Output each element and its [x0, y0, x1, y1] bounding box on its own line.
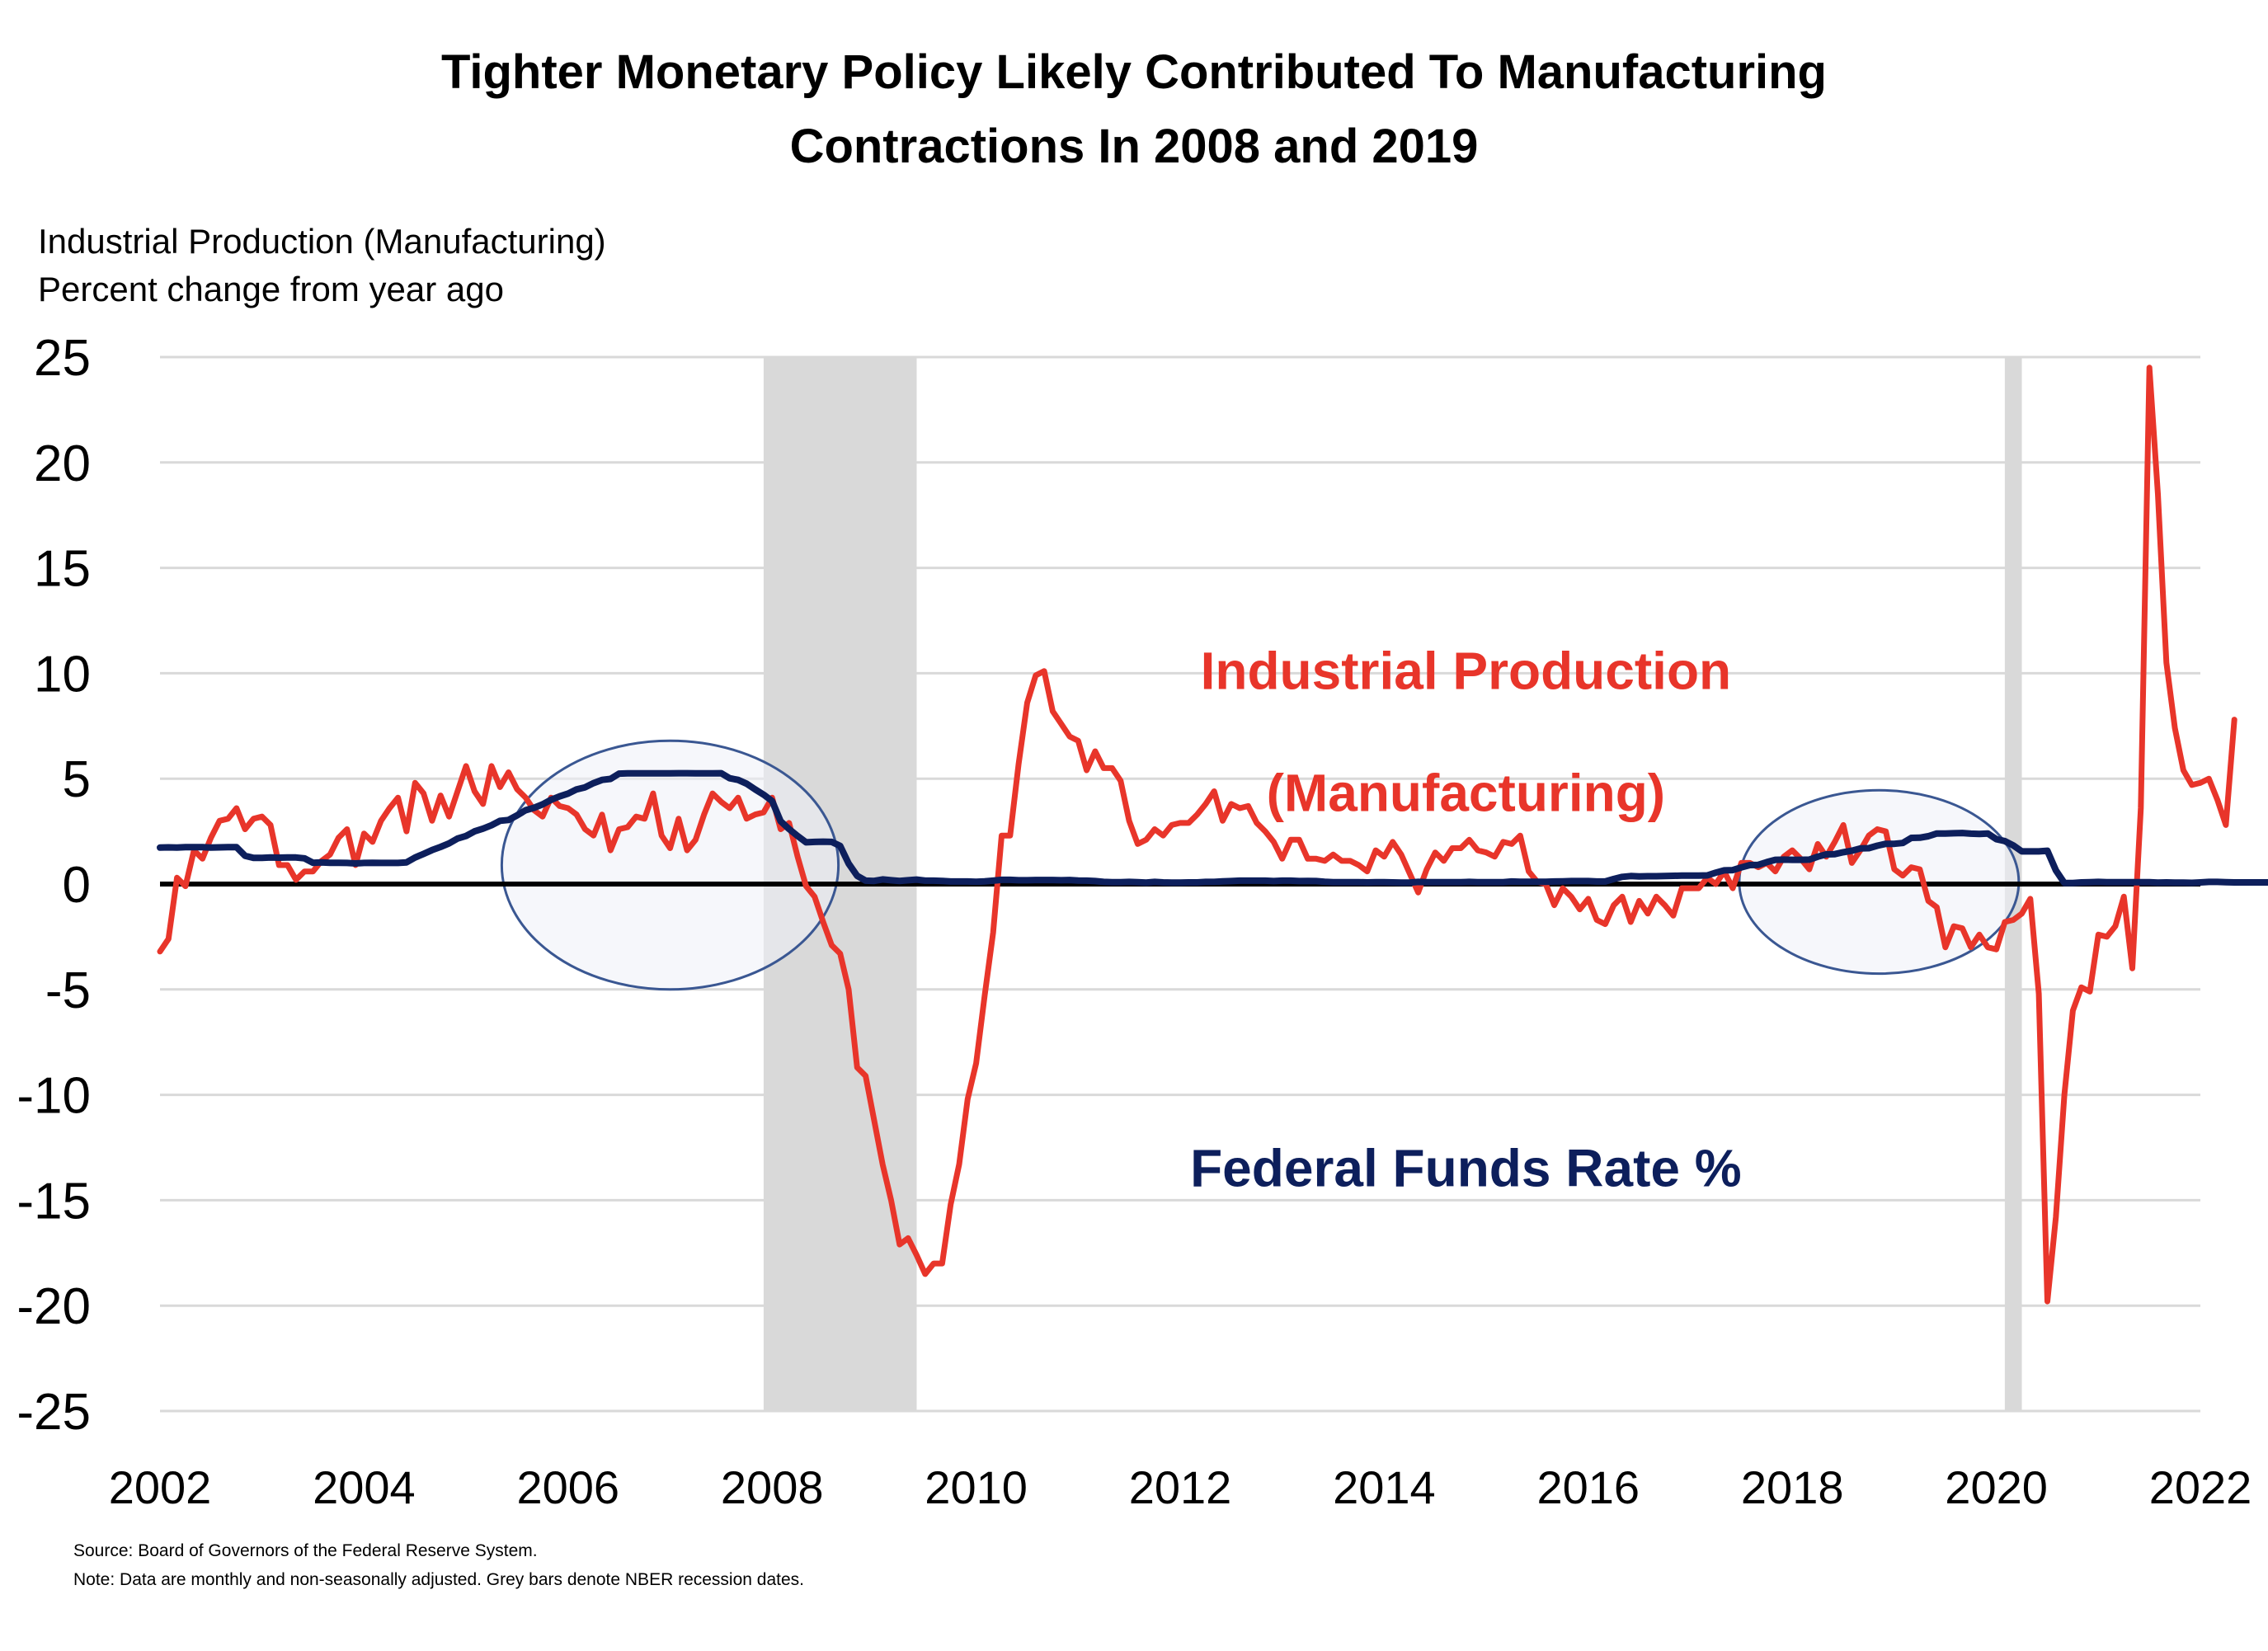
- x-tick-label: 2006: [517, 1461, 620, 1513]
- x-tick-label: 2010: [925, 1461, 1028, 1513]
- y-axis-label-line-1: Industrial Production (Manufacturing): [38, 222, 606, 261]
- y-tick-label: -25: [16, 1384, 91, 1441]
- data-note: Note: Data are monthly and non-seasonall…: [73, 1570, 804, 1589]
- y-tick-label: -5: [45, 962, 91, 1019]
- y-tick-label: 5: [63, 751, 91, 808]
- x-tick-label: 2020: [1945, 1461, 2048, 1513]
- y-tick-label: 20: [34, 435, 91, 492]
- y-tick-label: -20: [16, 1278, 91, 1335]
- x-tick-label: 2014: [1333, 1461, 1436, 1513]
- y-axis-ticks: 25 20 15 10 5 0 -5 -10 -15 -20 -25: [16, 330, 91, 1441]
- y-axis-label-line-2: Percent change from year ago: [38, 270, 504, 308]
- chart-title-line-2: Contractions In 2008 and 2019: [790, 120, 1479, 173]
- y-tick-label: -10: [16, 1068, 91, 1125]
- x-axis-ticks: 2002 2004 2006 2008 2010 2012 2014 2016 2018 2020…: [109, 1461, 2252, 1513]
- source-note: Source: Board of Governors of the Federa…: [73, 1541, 538, 1560]
- y-tick-label: 25: [34, 330, 91, 387]
- x-tick-label: 2018: [1741, 1461, 1844, 1513]
- y-tick-label: 15: [34, 541, 91, 598]
- chart-title-line-1: Tighter Monetary Policy Likely Contribut…: [441, 45, 1827, 99]
- x-tick-label: 2004: [313, 1461, 416, 1513]
- series-lines: [157, 365, 2268, 1305]
- x-tick-label: 2022: [2149, 1461, 2252, 1513]
- industrial-production-label: (Manufacturing): [1267, 764, 1666, 823]
- industrial-production-label: Industrial Production: [1201, 641, 1732, 700]
- x-tick-label: 2012: [1129, 1461, 1232, 1513]
- series-annotations: Industrial Production (Manufacturing) Fede…: [1190, 641, 1742, 1197]
- y-tick-label: -15: [16, 1173, 91, 1230]
- x-tick-label: 2016: [1537, 1461, 1640, 1513]
- gridlines: [160, 355, 2200, 1413]
- federal-funds-rate-line: [157, 769, 2268, 887]
- x-tick-label: 2008: [721, 1461, 824, 1513]
- y-tick-label: 10: [34, 646, 91, 703]
- y-tick-label: 0: [63, 857, 91, 914]
- federal-funds-rate-label: Federal Funds Rate %: [1190, 1139, 1742, 1198]
- highlight-ellipse-1: [500, 739, 840, 991]
- x-tick-label: 2002: [109, 1461, 212, 1513]
